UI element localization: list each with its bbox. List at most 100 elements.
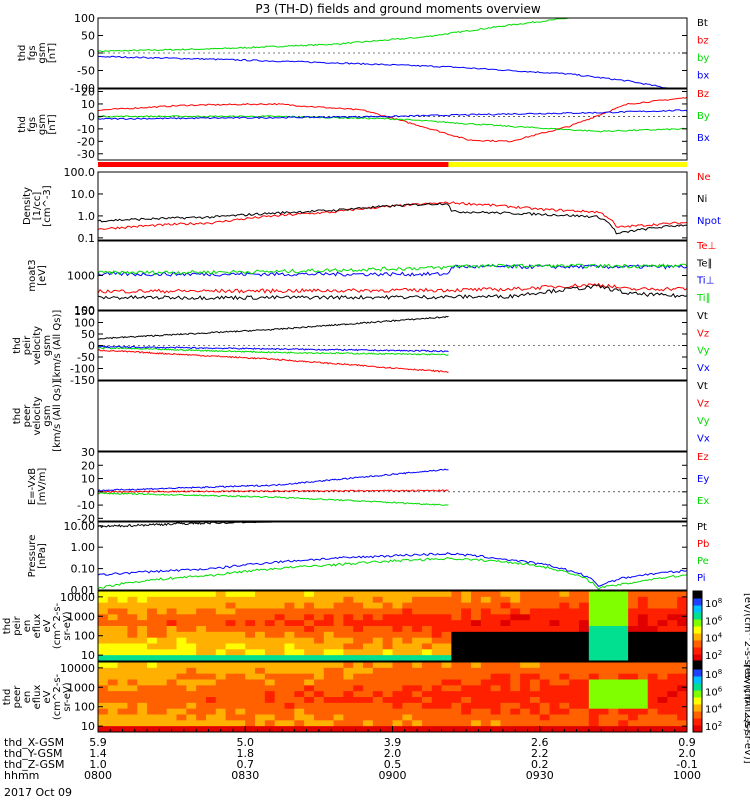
heatmap-cell (235, 720, 246, 727)
heatmap-cell (647, 720, 659, 727)
heatmap-cell (235, 726, 246, 733)
heatmap-cell (500, 626, 511, 633)
colorbar-segment (693, 654, 702, 662)
heatmap-cell (264, 673, 276, 680)
heatmap-cell (323, 608, 335, 615)
heatmap-cell (127, 697, 138, 704)
heatmap-cell (225, 626, 236, 633)
heatmap-cell (294, 720, 305, 727)
heatmap-cell (520, 591, 531, 598)
y-axis-label: thd (12, 408, 23, 425)
heatmap-cell (441, 708, 452, 715)
heatmap-cell (569, 679, 580, 686)
heatmap-cell (343, 702, 354, 710)
heatmap-cell (480, 662, 492, 669)
heatmap-cell (372, 679, 384, 686)
heatmap-cell (402, 620, 413, 627)
heatmap-cell (333, 631, 344, 639)
heatmap-cell (618, 691, 629, 698)
heatmap-cell (402, 637, 413, 644)
heatmap-cell (225, 714, 236, 721)
heatmap-cell (402, 720, 413, 727)
heatmap-cell (107, 697, 119, 704)
heatmap-cell (225, 702, 236, 710)
heatmap-cell (235, 596, 246, 604)
y-axis-label: moat3 (27, 259, 38, 291)
heatmap-cell (304, 602, 315, 609)
panel-frame (97, 521, 688, 591)
heatmap-cell (343, 614, 354, 621)
heatmap-cell (235, 673, 246, 680)
heatmap-cell (98, 662, 109, 669)
heatmap-cell (412, 626, 423, 633)
heatmap-cell (451, 720, 462, 727)
heatmap-cell (402, 702, 413, 710)
heatmap-cell (137, 643, 148, 650)
heatmap-cell (245, 726, 256, 733)
heatmap-cell (529, 643, 541, 650)
heatmap-cell (156, 649, 168, 656)
heatmap-cell (579, 726, 590, 733)
y-tick-label: 100 (74, 12, 95, 25)
heatmap-cell (147, 643, 158, 650)
heatmap-cell (186, 720, 197, 727)
heatmap-cell (107, 673, 119, 680)
heatmap-cell (176, 655, 187, 662)
heatmap-cell (579, 720, 590, 727)
y-tick-label: 10000 (60, 662, 95, 675)
heatmap-cell (117, 655, 128, 662)
heatmap-cell (107, 726, 119, 733)
heatmap-cell (235, 662, 246, 669)
heatmap-cell (323, 662, 335, 669)
heatmap-cell (608, 673, 619, 680)
heatmap-cell (372, 655, 384, 662)
heatmap-cell (618, 620, 629, 627)
x-axis-value: 0.2 (531, 758, 549, 771)
legend-entry: Pt (697, 522, 707, 533)
heatmap-cell (451, 596, 462, 604)
heatmap-cell (392, 697, 403, 704)
heatmap-cell (677, 643, 688, 650)
legend-entry: Vt (697, 381, 708, 392)
heatmap-cell (284, 596, 295, 604)
heatmap-cell (392, 679, 403, 686)
heatmap-cell (215, 602, 227, 609)
heatmap-cell (186, 726, 197, 733)
heatmap-cell (147, 626, 158, 633)
heatmap-cell (392, 662, 403, 669)
heatmap-cell (637, 685, 649, 692)
heatmap-cell (186, 614, 197, 621)
heatmap-cell (205, 708, 217, 715)
heatmap-cell (647, 679, 659, 686)
heatmap-cell (569, 602, 580, 609)
y-tick-label: 1000 (67, 270, 95, 283)
heatmap-cell (274, 655, 286, 662)
heatmap-cell (274, 726, 286, 733)
series-line-Ni (97, 202, 688, 235)
heatmap-cell (372, 649, 384, 656)
heatmap-cell (245, 667, 256, 675)
heatmap-cell (431, 702, 443, 710)
heatmap-cell (353, 714, 364, 721)
heatmap-cell (421, 685, 433, 692)
heatmap-cell (98, 720, 109, 727)
heatmap-cell (657, 620, 668, 627)
heatmap-cell (127, 720, 138, 727)
y-tick-label: 10 (81, 720, 95, 733)
heatmap-cell (127, 714, 138, 721)
y-tick-label: -100 (70, 82, 95, 95)
heatmap-cell (461, 643, 472, 650)
heatmap-cell (186, 626, 197, 633)
heatmap-cell (147, 596, 158, 604)
heatmap-cell (304, 643, 315, 650)
heatmap-cell (677, 708, 688, 715)
heatmap-cell (559, 637, 570, 644)
heatmap-cell (353, 614, 364, 621)
heatmap-cell (215, 649, 227, 656)
heatmap-cell (98, 685, 109, 692)
heatmap-cell (343, 708, 354, 715)
x-axis-value: 5.9 (89, 736, 107, 749)
heatmap-cell (284, 637, 295, 644)
heatmap-cell (402, 655, 413, 662)
